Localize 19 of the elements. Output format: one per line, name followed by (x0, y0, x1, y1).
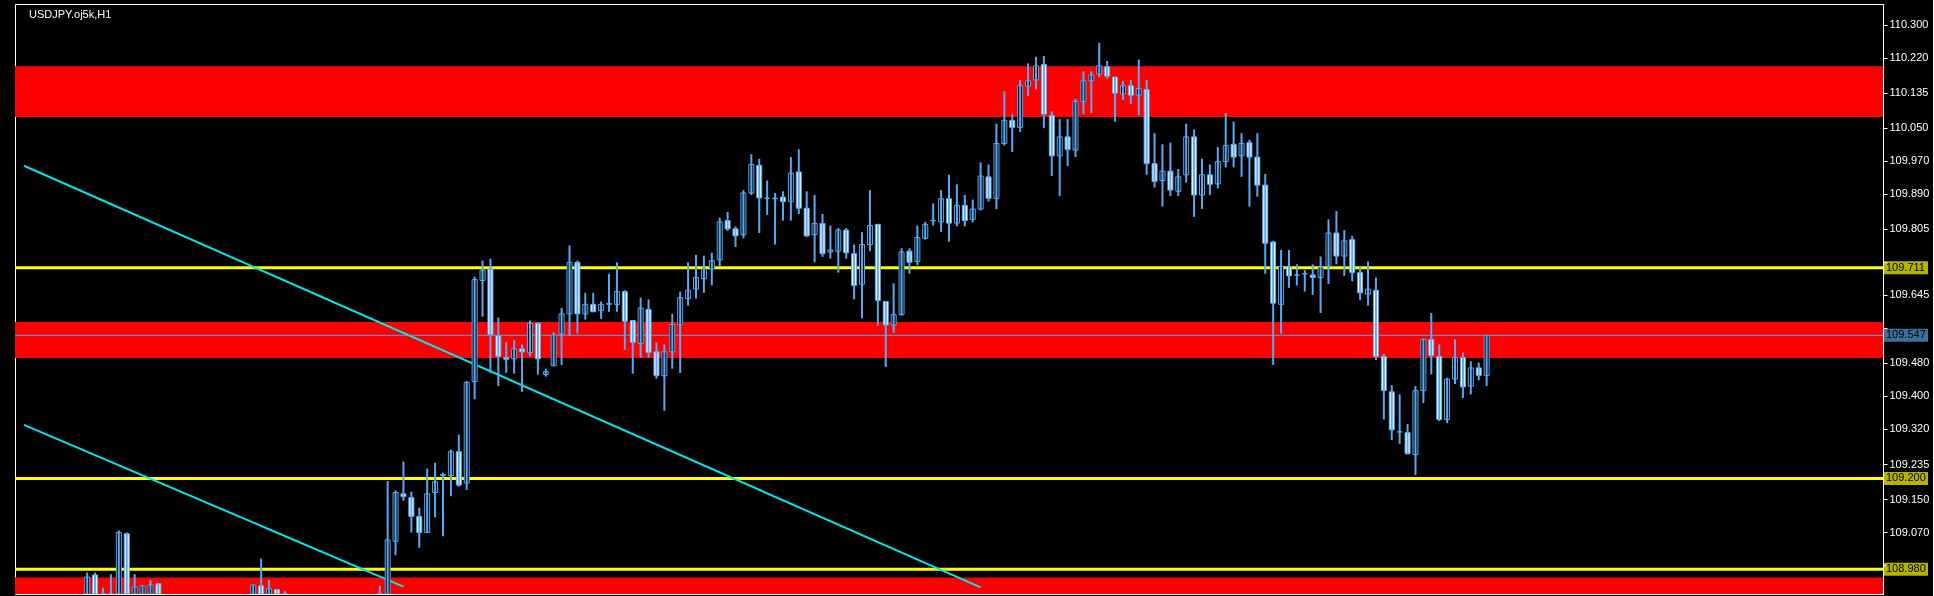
chart-title: USDJPY.oj5k,H1 (29, 8, 112, 20)
y-tick-label: 110.135 (1889, 86, 1929, 99)
y-tick-label: 109.070 (1889, 525, 1930, 538)
y-tick-label: 109.480 (1889, 356, 1930, 369)
ref-line-label: 109.200 (1886, 471, 1926, 484)
y-tick-label: 109.400 (1889, 389, 1930, 402)
y-tick-label: 110.050 (1889, 121, 1929, 134)
y-tick-label: 109.805 (1889, 222, 1930, 235)
y-tick-label: 109.890 (1889, 187, 1930, 200)
ref-line-label: 109.547 (1886, 328, 1926, 341)
y-tick-label: 109.970 (1889, 154, 1930, 167)
ref-line-label: 108.980 (1886, 562, 1926, 575)
y-tick-label: 109.645 (1889, 288, 1930, 301)
y-tick-label: 110.220 (1889, 51, 1929, 64)
ref-line-label: 109.711 (1886, 260, 1925, 273)
y-tick-label: 109.235 (1889, 457, 1930, 470)
y-tick-label: 109.320 (1889, 422, 1930, 435)
y-tick-label: 109.150 (1889, 492, 1930, 505)
y-tick-label: 110.300 (1889, 18, 1929, 31)
